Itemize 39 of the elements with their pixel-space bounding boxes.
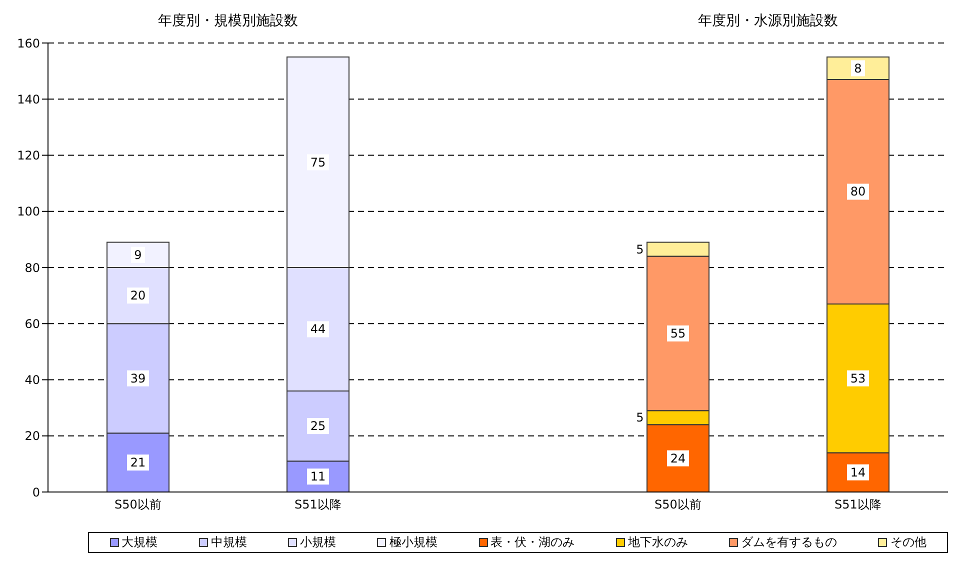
legend-label: その他 <box>889 534 926 551</box>
data-label: 5 <box>636 410 644 425</box>
x-tick-label: S50以前 <box>114 498 162 512</box>
data-label: 53 <box>850 371 866 386</box>
y-tick-label: 120 <box>17 148 40 163</box>
data-label: 55 <box>670 326 686 340</box>
x-tick-label: S50以前 <box>654 498 702 512</box>
data-label: 39 <box>130 371 146 386</box>
text: 年度別・規模別施設数 <box>157 12 299 30</box>
legend-label: 大規模 <box>120 534 158 551</box>
data-label: 11 <box>310 470 326 484</box>
y-tick-label: 0 <box>32 485 40 500</box>
y-tick-label: 40 <box>24 373 40 388</box>
y-tick-label: 140 <box>17 92 40 106</box>
y-tick-label: 100 <box>17 204 40 219</box>
y-tick-label: 20 <box>24 429 40 444</box>
x-tick-label: S51以降 <box>294 498 342 512</box>
legend-label: 表・伏・湖のみ <box>490 534 575 551</box>
data-label: 20 <box>130 288 146 303</box>
text: 年度別・水源別施設数 <box>697 12 839 30</box>
data-label: 21 <box>130 456 146 470</box>
y-tick-label: 80 <box>24 260 40 275</box>
legend-label: 地下水のみ <box>626 534 688 551</box>
data-label: 14 <box>850 465 866 480</box>
x-tick-label: S51以降 <box>834 498 882 512</box>
data-label: 44 <box>310 322 326 336</box>
legend-label: 極小規模 <box>388 534 438 551</box>
data-label: 75 <box>310 155 326 170</box>
data-label: 80 <box>850 184 866 199</box>
y-tick-label: 60 <box>24 316 40 331</box>
data-label: 9 <box>134 248 142 262</box>
data-label: 8 <box>854 61 862 76</box>
legend-label: ダムを有するもの <box>740 534 838 551</box>
legend-label: 中規模 <box>210 534 247 551</box>
y-tick-label: 160 <box>17 36 40 50</box>
data-label: 5 <box>636 242 644 256</box>
legend-label: 小規模 <box>299 534 336 551</box>
data-label: 25 <box>310 419 326 434</box>
data-label: 24 <box>670 451 686 466</box>
